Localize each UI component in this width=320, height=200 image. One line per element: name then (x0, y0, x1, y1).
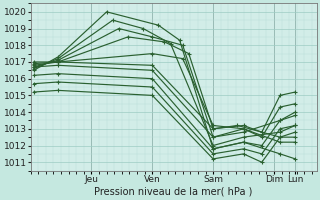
X-axis label: Pression niveau de la mer( hPa ): Pression niveau de la mer( hPa ) (94, 187, 253, 197)
